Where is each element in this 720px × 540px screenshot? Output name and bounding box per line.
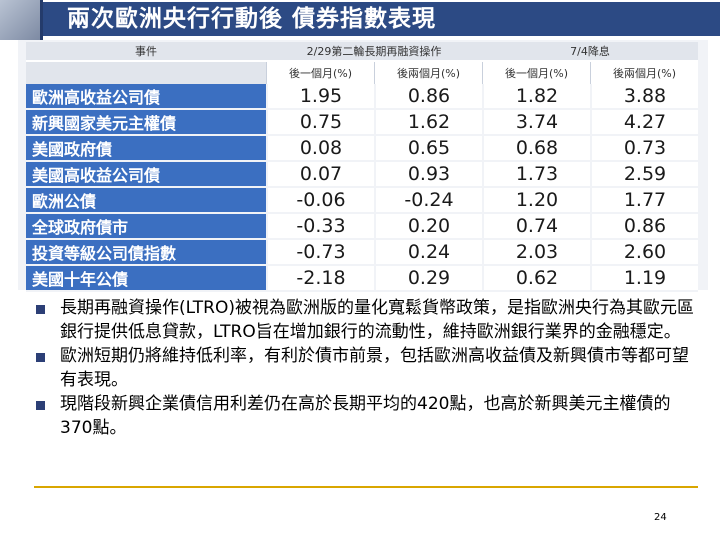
square-bullet-icon (36, 401, 45, 410)
row-value: 0.08 (266, 136, 374, 162)
table-row: 美國十年公債 -2.18 0.29 0.62 1.19 (26, 266, 698, 292)
square-bullet-icon (36, 305, 45, 314)
row-value: -0.06 (266, 188, 374, 214)
bond-index-table: 事件 2/29第二輪長期再融資操作 7/4降息 後一個月(%) 後兩個月(%) … (26, 42, 698, 292)
bullet-text: 歐洲短期仍將維持低利率，有利於債市前景，包括歐洲高收益債及新興債市等都可望有表現… (60, 346, 689, 390)
row-value: -0.24 (374, 188, 482, 214)
row-value: 3.74 (482, 110, 590, 136)
row-value: 0.29 (374, 266, 482, 292)
bullet-text: 現階段新興企業債信用利差仍在高於長期平均的420點，也高於新興美元主權債的370… (60, 394, 671, 438)
subheader: 後兩個月(%) (590, 62, 698, 84)
bullet-item: 歐洲短期仍將維持低利率，有利於債市前景，包括歐洲高收益債及新興債市等都可望有表現… (34, 344, 694, 392)
row-value: 0.07 (266, 162, 374, 188)
table-row: 美國高收益公司債 0.07 0.93 1.73 2.59 (26, 162, 698, 188)
table-row: 歐洲公債 -0.06 -0.24 1.20 1.77 (26, 188, 698, 214)
subheader: 後一個月(%) (266, 62, 374, 84)
row-value: -0.73 (266, 240, 374, 266)
row-value: 0.24 (374, 240, 482, 266)
row-value: 1.77 (590, 188, 698, 214)
row-value: 2.59 (590, 162, 698, 188)
subheader: 後一個月(%) (482, 62, 590, 84)
row-name: 新興國家美元主權債 (26, 110, 266, 136)
row-value: 2.60 (590, 240, 698, 266)
table-row: 歐洲高收益公司債 1.95 0.86 1.82 3.88 (26, 84, 698, 110)
row-value: 2.03 (482, 240, 590, 266)
bullet-item: 現階段新興企業債信用利差仍在高於長期平均的420點，也高於新興美元主權債的370… (34, 392, 694, 440)
row-value: 3.88 (590, 84, 698, 110)
header-group-rate-cut: 7/4降息 (482, 42, 698, 62)
row-name: 美國政府債 (26, 136, 266, 162)
table-row: 美國政府債 0.08 0.65 0.68 0.73 (26, 136, 698, 162)
row-value: -0.33 (266, 214, 374, 240)
row-value: 0.93 (374, 162, 482, 188)
row-value: 0.73 (590, 136, 698, 162)
row-value: 1.95 (266, 84, 374, 110)
page-number: 24 (654, 512, 667, 523)
row-value: 0.65 (374, 136, 482, 162)
row-value: 1.73 (482, 162, 590, 188)
title-decoration (0, 0, 43, 40)
bullet-item: 長期再融資操作(LTRO)被視為歐洲版的量化寬鬆貨幣政策，是指歐洲央行為其歐元區… (34, 296, 694, 344)
bullet-list: 長期再融資操作(LTRO)被視為歐洲版的量化寬鬆貨幣政策，是指歐洲央行為其歐元區… (34, 296, 694, 440)
title-bar: 兩次歐洲央行行動後 債券指數表現 (0, 0, 720, 40)
footer-divider (34, 486, 698, 488)
table-row: 新興國家美元主權債 0.75 1.62 3.74 4.27 (26, 110, 698, 136)
row-value: 4.27 (590, 110, 698, 136)
row-value: 0.86 (374, 84, 482, 110)
bond-index-table-panel: 事件 2/29第二輪長期再融資操作 7/4降息 後一個月(%) 後兩個月(%) … (18, 40, 708, 292)
row-name: 全球政府債市 (26, 214, 266, 240)
header-group-ltro: 2/29第二輪長期再融資操作 (266, 42, 482, 62)
header-blank (26, 62, 266, 84)
row-value: 1.62 (374, 110, 482, 136)
bullet-text: 長期再融資操作(LTRO)被視為歐洲版的量化寬鬆貨幣政策，是指歐洲央行為其歐元區… (60, 298, 694, 342)
row-value: 0.68 (482, 136, 590, 162)
row-name: 美國高收益公司債 (26, 162, 266, 188)
row-name: 歐洲公債 (26, 188, 266, 214)
row-value: 1.20 (482, 188, 590, 214)
row-value: 0.74 (482, 214, 590, 240)
row-value: -2.18 (266, 266, 374, 292)
slide-title: 兩次歐洲央行行動後 債券指數表現 (43, 2, 720, 36)
row-value: 0.62 (482, 266, 590, 292)
row-value: 0.20 (374, 214, 482, 240)
square-bullet-icon (36, 353, 45, 362)
row-name: 美國十年公債 (26, 266, 266, 292)
row-value: 1.82 (482, 84, 590, 110)
row-value: 0.75 (266, 110, 374, 136)
header-event: 事件 (26, 42, 266, 62)
row-name: 投資等級公司債指數 (26, 240, 266, 266)
table-row: 全球政府債市 -0.33 0.20 0.74 0.86 (26, 214, 698, 240)
row-value: 0.86 (590, 214, 698, 240)
row-value: 1.19 (590, 266, 698, 292)
table-row: 投資等級公司債指數 -0.73 0.24 2.03 2.60 (26, 240, 698, 266)
subheader: 後兩個月(%) (374, 62, 482, 84)
row-name: 歐洲高收益公司債 (26, 84, 266, 110)
